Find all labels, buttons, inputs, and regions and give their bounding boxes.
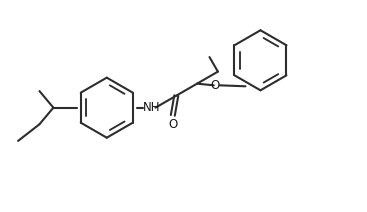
Text: O: O — [211, 79, 220, 92]
Text: NH: NH — [143, 101, 160, 114]
Text: O: O — [168, 118, 177, 131]
